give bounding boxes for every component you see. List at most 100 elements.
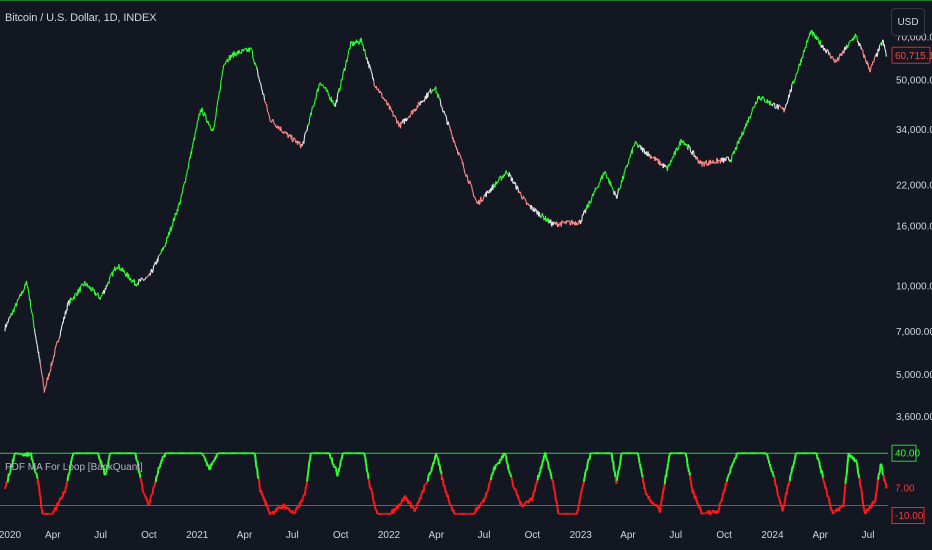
indicator-segment <box>492 470 495 473</box>
price-segment <box>751 107 754 109</box>
price-segment <box>35 338 38 343</box>
price-segment <box>401 120 404 124</box>
indicator-segment <box>556 508 560 513</box>
price-segment <box>767 102 769 104</box>
price-segment <box>219 89 221 93</box>
price-segment <box>627 158 630 164</box>
price-segment <box>85 285 87 287</box>
price-segment <box>428 91 430 93</box>
indicator-segment <box>684 453 688 458</box>
price-segment <box>349 41 352 49</box>
price-segment <box>827 49 829 52</box>
price-segment <box>462 162 465 168</box>
price-segment <box>191 147 193 149</box>
indicator-segment <box>856 467 860 474</box>
indicator-segment <box>135 458 138 461</box>
price-segment <box>479 199 481 205</box>
price-segment <box>578 220 580 222</box>
indicator-segment <box>38 493 42 496</box>
price-segment <box>364 53 367 57</box>
price-segment <box>810 30 812 35</box>
price-segment <box>167 234 169 239</box>
price-segment <box>539 214 541 217</box>
indicator-segment <box>616 472 619 477</box>
price-segment <box>436 92 438 94</box>
price-segment <box>536 211 539 215</box>
indicator-segment <box>365 465 368 472</box>
indicator-segment <box>35 473 39 477</box>
indicator-segment <box>202 454 205 457</box>
indicator-segment <box>833 511 836 514</box>
indicator-segment <box>213 457 217 461</box>
price-segment <box>317 88 320 92</box>
indicator-segment <box>155 474 159 478</box>
price-segment <box>733 150 736 154</box>
price-segment <box>315 90 318 95</box>
indicator-segment <box>551 480 555 484</box>
indicator-segment <box>847 452 850 455</box>
indicator-segment <box>794 452 798 456</box>
price-segment <box>884 49 887 54</box>
currency-button[interactable]: USD <box>891 8 925 36</box>
price-segment <box>291 135 293 142</box>
price-segment <box>426 96 429 98</box>
indicator-segment <box>412 507 416 510</box>
price-segment <box>18 294 21 299</box>
x-tick-label: Jul <box>286 530 299 541</box>
price-segment <box>239 52 242 54</box>
indicator-segment <box>293 512 296 515</box>
price-segment <box>372 78 375 82</box>
price-segment <box>30 307 32 310</box>
indicator-segment <box>583 471 587 477</box>
price-segment <box>183 183 185 187</box>
price-segment <box>603 171 605 176</box>
price-segment <box>427 92 429 97</box>
price-segment <box>504 174 506 177</box>
indicator-segment <box>364 457 367 464</box>
indicator-segment <box>660 500 663 504</box>
price-segment <box>325 86 327 89</box>
price-segment <box>444 113 446 115</box>
indicator-segment <box>6 478 10 483</box>
indicator-segment <box>375 511 379 515</box>
price-segment <box>207 121 210 126</box>
price-segment <box>415 108 418 111</box>
indicator-segment <box>665 469 668 478</box>
price-segment <box>833 58 835 63</box>
price-segment <box>829 52 831 57</box>
indicator-segment <box>537 475 541 478</box>
indicator-segment <box>547 467 551 470</box>
price-segment <box>117 265 120 270</box>
price-segment <box>146 276 149 278</box>
price-segment <box>495 181 497 183</box>
indicator-segment <box>577 504 580 511</box>
price-segment <box>460 157 462 160</box>
price-segment <box>471 187 474 191</box>
indicator-segment <box>550 476 553 480</box>
indicator-segment <box>766 453 769 458</box>
indicator-segment <box>875 488 878 492</box>
indicator-segment <box>102 466 105 469</box>
price-segment <box>526 202 528 206</box>
price-segment <box>346 55 349 59</box>
price-segment <box>824 48 827 52</box>
indicator-segment <box>68 471 71 476</box>
price-segment <box>825 51 828 54</box>
price-segment <box>210 129 212 131</box>
price-segment <box>26 284 29 288</box>
price-segment <box>598 183 600 188</box>
price-segment <box>194 132 196 140</box>
price-segment <box>784 106 787 109</box>
indicator-segment <box>254 458 258 466</box>
indicator-segment <box>614 476 617 480</box>
price-segment <box>214 118 217 120</box>
indicator-segment <box>146 499 149 504</box>
indicator-segment <box>328 453 332 457</box>
price-segment <box>807 37 809 43</box>
price-segment <box>144 277 147 280</box>
price-segment <box>643 149 646 155</box>
price-segment <box>524 198 527 201</box>
price-segment <box>771 103 774 107</box>
indicator-segment <box>203 456 206 458</box>
